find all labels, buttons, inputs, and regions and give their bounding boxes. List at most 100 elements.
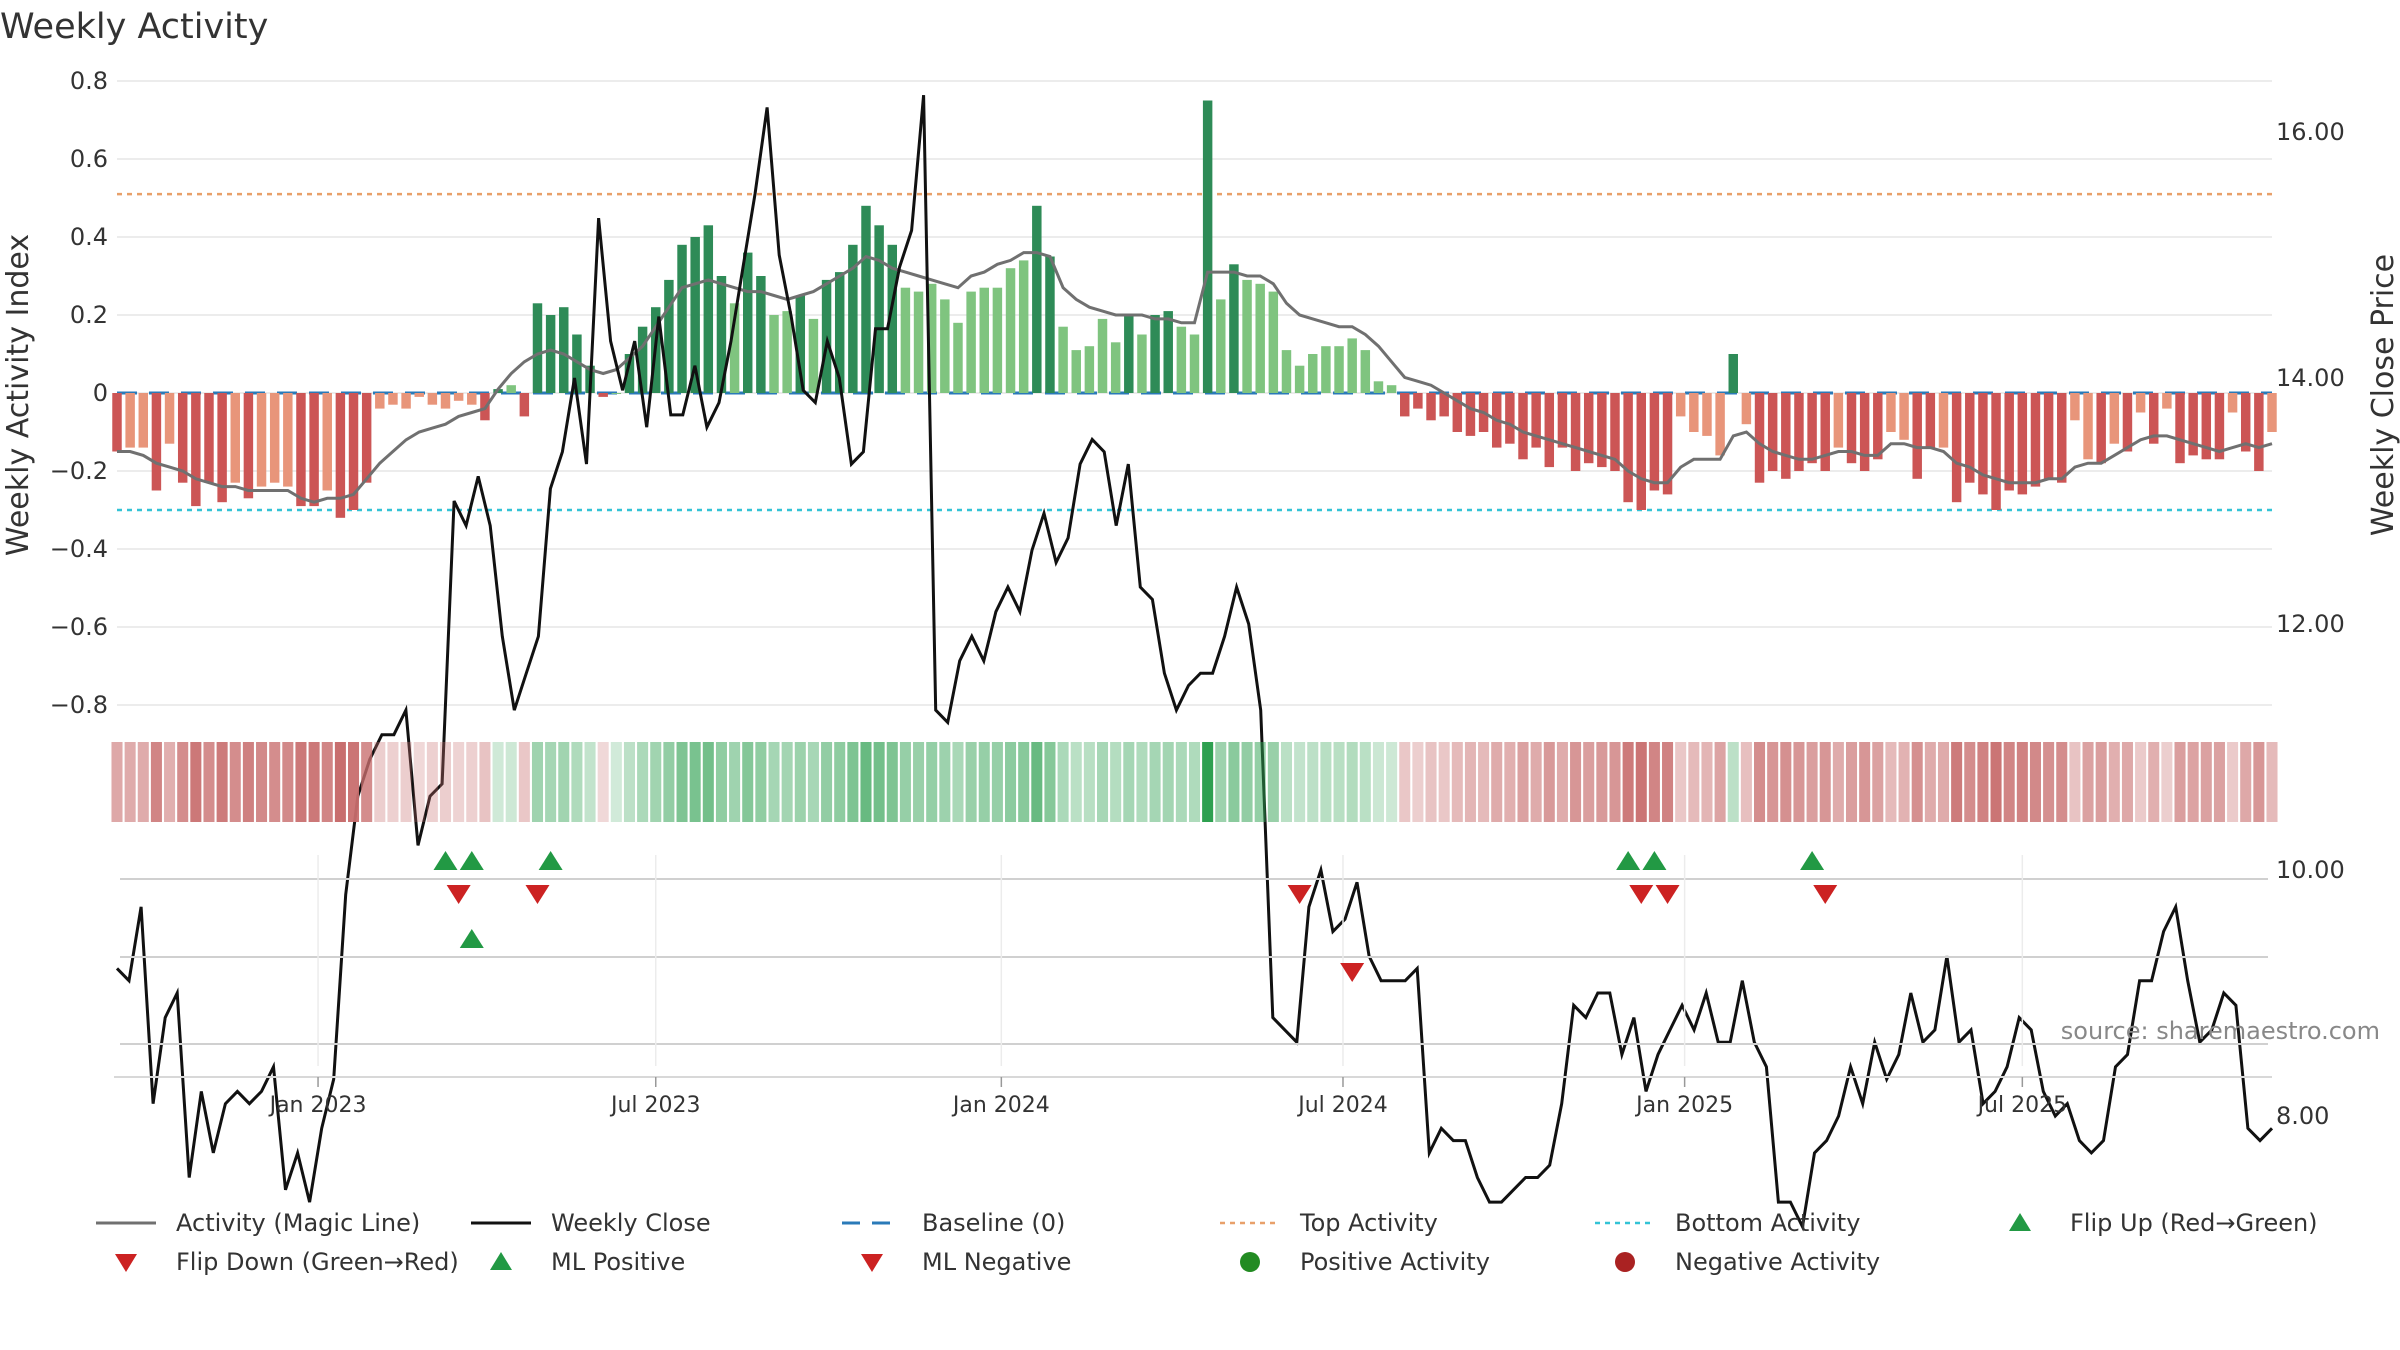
- activity-bar: [1886, 393, 1896, 432]
- activity-bar: [1715, 393, 1725, 456]
- flip-up-marker: [433, 851, 458, 870]
- heat-cell: [439, 742, 452, 822]
- heat-cell: [1215, 742, 1227, 822]
- activity-bar: [1308, 354, 1318, 393]
- heat-cell: [742, 742, 754, 822]
- heat-cell: [1622, 742, 1634, 822]
- heat-cell: [545, 742, 557, 822]
- activity-bar: [1163, 311, 1173, 393]
- activity-bar: [1754, 393, 1765, 483]
- activity-bar: [1583, 393, 1594, 464]
- activity-bar: [2135, 393, 2146, 413]
- heat-cell: [1688, 742, 1700, 822]
- activity-bar: [1426, 393, 1436, 421]
- heat-cell: [637, 742, 649, 822]
- activity-bar: [164, 393, 175, 444]
- ml-positive-marker: [459, 929, 484, 948]
- activity-bar: [940, 299, 950, 393]
- activity-bar: [756, 276, 766, 393]
- activity-bar: [2109, 393, 2120, 444]
- x-tick-label: Jan 2025: [1634, 1093, 1733, 1118]
- activity-bar: [2227, 393, 2238, 413]
- chart-title: Weekly Activity: [0, 7, 268, 47]
- legend: Activity (Magic Line) Weekly Close Baselin…: [96, 1209, 2318, 1276]
- heat-cell: [663, 742, 675, 822]
- heat-cell: [1924, 742, 1936, 822]
- activity-bar: [204, 393, 214, 483]
- activity-bar: [1360, 350, 1371, 393]
- series-lines: [115, 94, 2274, 1232]
- y-tick-left: −0.8: [50, 691, 108, 719]
- heat-cell: [2135, 742, 2147, 822]
- activity-bar: [966, 291, 976, 393]
- heat-cell: [2227, 742, 2239, 822]
- activity-bars: [112, 100, 2277, 518]
- heat-cell: [1714, 742, 1726, 822]
- heat-cell: [1110, 742, 1122, 822]
- activity-bar: [1623, 393, 1633, 503]
- activity-bar: [1846, 393, 1857, 464]
- x-tick-label: Jul 2025: [1976, 1093, 2068, 1118]
- activity-bar: [1859, 393, 1870, 471]
- legend-label: Flip Down (Green→Red): [176, 1248, 459, 1276]
- heat-cell: [1648, 742, 1660, 822]
- heat-cell: [781, 742, 793, 822]
- flip-up-marker: [459, 851, 484, 870]
- activity-bar: [769, 315, 779, 393]
- activity-bar: [1702, 393, 1712, 436]
- activity-bar: [1097, 318, 1108, 393]
- heat-cell: [190, 742, 202, 822]
- heat-cell: [2056, 742, 2068, 822]
- heat-cell: [1031, 742, 1043, 822]
- heat-cell: [242, 742, 254, 822]
- activity-bar: [2122, 393, 2133, 452]
- heat-cell: [216, 742, 228, 822]
- activity-bar: [1150, 315, 1160, 393]
- heat-cell: [1898, 742, 1910, 822]
- y-tick-left: −0.2: [50, 457, 108, 485]
- activity-bar: [388, 393, 398, 405]
- activity-bar: [269, 393, 280, 483]
- x-ticks: Jan 2023 Jul 2023 Jan 2024 Jul 2024 Jan 2025…: [268, 1077, 2068, 1118]
- heat-cell: [492, 742, 504, 822]
- heat-cell: [518, 742, 530, 822]
- legend-label: Negative Activity: [1675, 1248, 1880, 1276]
- heat-cell: [1740, 742, 1752, 822]
- heat-cell: [1583, 742, 1595, 822]
- activity-bar: [506, 385, 516, 393]
- activity-bar: [348, 393, 359, 510]
- y-tick-left: 0.6: [70, 145, 108, 173]
- heat-cell: [1241, 742, 1253, 822]
- heat-cell: [610, 742, 622, 822]
- activity-bar: [1899, 393, 1909, 440]
- heat-cell: [256, 742, 268, 822]
- heat-cell: [111, 742, 123, 822]
- heat-cell: [1005, 742, 1017, 822]
- activity-bar: [427, 393, 438, 405]
- activity-bar: [1978, 393, 1988, 495]
- heat-cell: [387, 742, 399, 822]
- heat-cell: [2266, 742, 2278, 822]
- flip-up-marker: [1642, 851, 1667, 870]
- heat-cell: [1937, 742, 1950, 822]
- legend-label: Bottom Activity: [1675, 1209, 1860, 1237]
- activity-bar: [335, 393, 346, 518]
- activity-bar: [598, 393, 608, 397]
- heat-cell: [1635, 742, 1647, 822]
- activity-bar: [2070, 393, 2080, 421]
- activity-bar: [151, 393, 162, 491]
- heat-cell: [571, 742, 583, 822]
- activity-bar: [2214, 393, 2225, 460]
- heat-cell: [1977, 742, 1989, 822]
- activity-bar: [1373, 381, 1384, 393]
- activity-bar: [2017, 393, 2028, 495]
- heat-cell: [1570, 742, 1582, 822]
- heat-cell: [1754, 742, 1766, 822]
- heat-cell: [413, 742, 425, 822]
- heat-cell: [1333, 742, 1345, 822]
- activity-bar: [1649, 393, 1660, 491]
- legend-swatch-positive: [1240, 1252, 1260, 1272]
- heat-cell: [860, 742, 872, 822]
- heat-cell: [913, 742, 925, 822]
